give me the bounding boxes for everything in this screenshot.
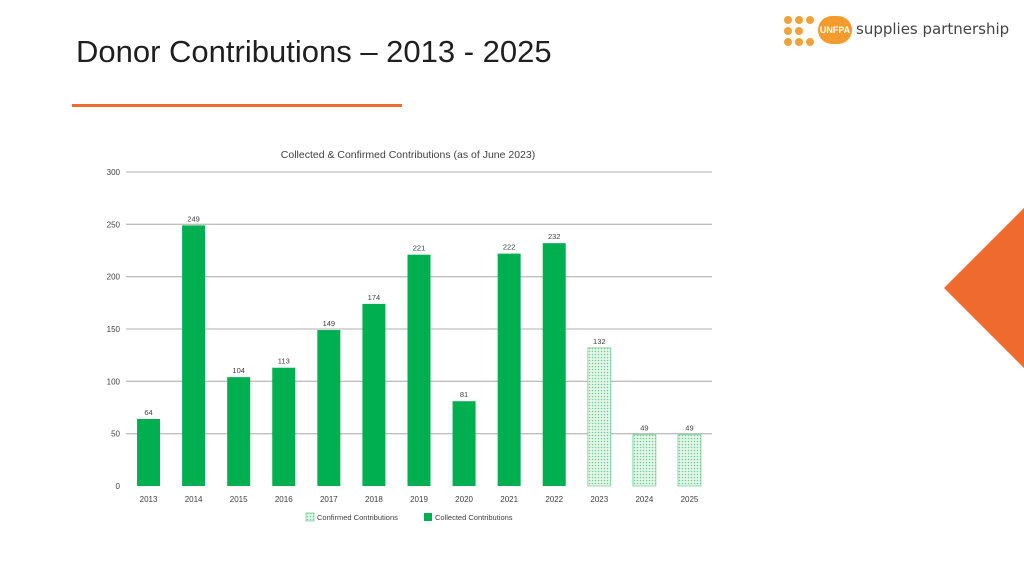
- legend-label-confirmed: Confirmed Contributions: [317, 513, 398, 522]
- bar-2023: [587, 347, 612, 487]
- legend-label-collected: Collected Contributions: [435, 513, 513, 522]
- legend-swatch-collected: [424, 513, 432, 521]
- data-label: 81: [460, 390, 468, 399]
- page-title: Donor Contributions – 2013 - 2025: [76, 34, 552, 69]
- bar-2017: [317, 330, 341, 486]
- x-tick-label: 2021: [500, 495, 518, 504]
- data-label: 149: [323, 319, 336, 328]
- logo-badge: UNFPA: [818, 16, 852, 44]
- bar-2016: [272, 367, 296, 486]
- data-label: 232: [548, 232, 561, 241]
- data-label: 104: [232, 366, 245, 375]
- logo-text: supplies partnership: [856, 20, 1010, 38]
- bar-2018: [362, 303, 386, 486]
- label-layer: 0 50 100 150 200 250 300 64 2013 249 2014 104 2015 11…: [107, 168, 699, 504]
- data-label: 249: [187, 214, 200, 223]
- data-label: 222: [503, 243, 516, 252]
- chart: Collected & Confirmed Contributions (as …: [96, 140, 726, 540]
- y-tick-label: 250: [107, 220, 121, 229]
- x-tick-label: 2016: [275, 495, 293, 504]
- bar-2020: [452, 401, 476, 486]
- title-underline: [72, 104, 402, 107]
- data-label: 49: [640, 424, 648, 433]
- logo-dots-icon: [782, 14, 824, 48]
- x-tick-label: 2023: [590, 495, 608, 504]
- chart-svg: Collected & Confirmed Contributions (as …: [107, 149, 712, 522]
- data-label: 221: [413, 244, 426, 253]
- bar-2025: [677, 434, 702, 487]
- legend-layer: Confirmed Contributions Collected Contrib…: [305, 512, 513, 522]
- data-label: 113: [278, 357, 290, 366]
- x-tick-label: 2015: [230, 495, 248, 504]
- x-tick-label: 2017: [320, 495, 338, 504]
- y-tick-label: 50: [111, 430, 120, 439]
- x-tick-label: 2020: [455, 495, 473, 504]
- x-tick-label: 2013: [140, 495, 158, 504]
- data-label: 132: [593, 337, 606, 346]
- x-tick-label: 2014: [185, 495, 203, 504]
- x-tick-label: 2019: [410, 495, 428, 504]
- x-tick-label: 2024: [635, 495, 653, 504]
- y-tick-label: 300: [107, 168, 121, 177]
- corner-triangle-decoration: [944, 208, 1024, 368]
- data-label: 174: [368, 293, 381, 302]
- data-label: 64: [144, 408, 152, 417]
- bar-2013: [137, 419, 161, 486]
- y-tick-label: 0: [116, 482, 121, 491]
- bar-2022: [542, 243, 566, 486]
- x-tick-label: 2018: [365, 495, 383, 504]
- legend-swatch-confirmed: [305, 512, 315, 522]
- bar-layer: [137, 225, 702, 487]
- bar-2021: [497, 253, 521, 486]
- bar-2015: [227, 377, 251, 486]
- bar-2024: [632, 434, 657, 487]
- y-tick-label: 200: [107, 273, 121, 282]
- chart-title: Collected & Confirmed Contributions (as …: [281, 149, 535, 161]
- y-tick-label: 100: [107, 377, 121, 386]
- x-tick-label: 2022: [545, 495, 563, 504]
- logo: UNFPA supplies partnership: [782, 14, 1009, 48]
- data-label: 49: [685, 424, 693, 433]
- bar-2014: [182, 225, 206, 486]
- bar-2019: [407, 254, 431, 486]
- y-tick-label: 150: [107, 325, 121, 334]
- x-tick-label: 2025: [681, 495, 699, 504]
